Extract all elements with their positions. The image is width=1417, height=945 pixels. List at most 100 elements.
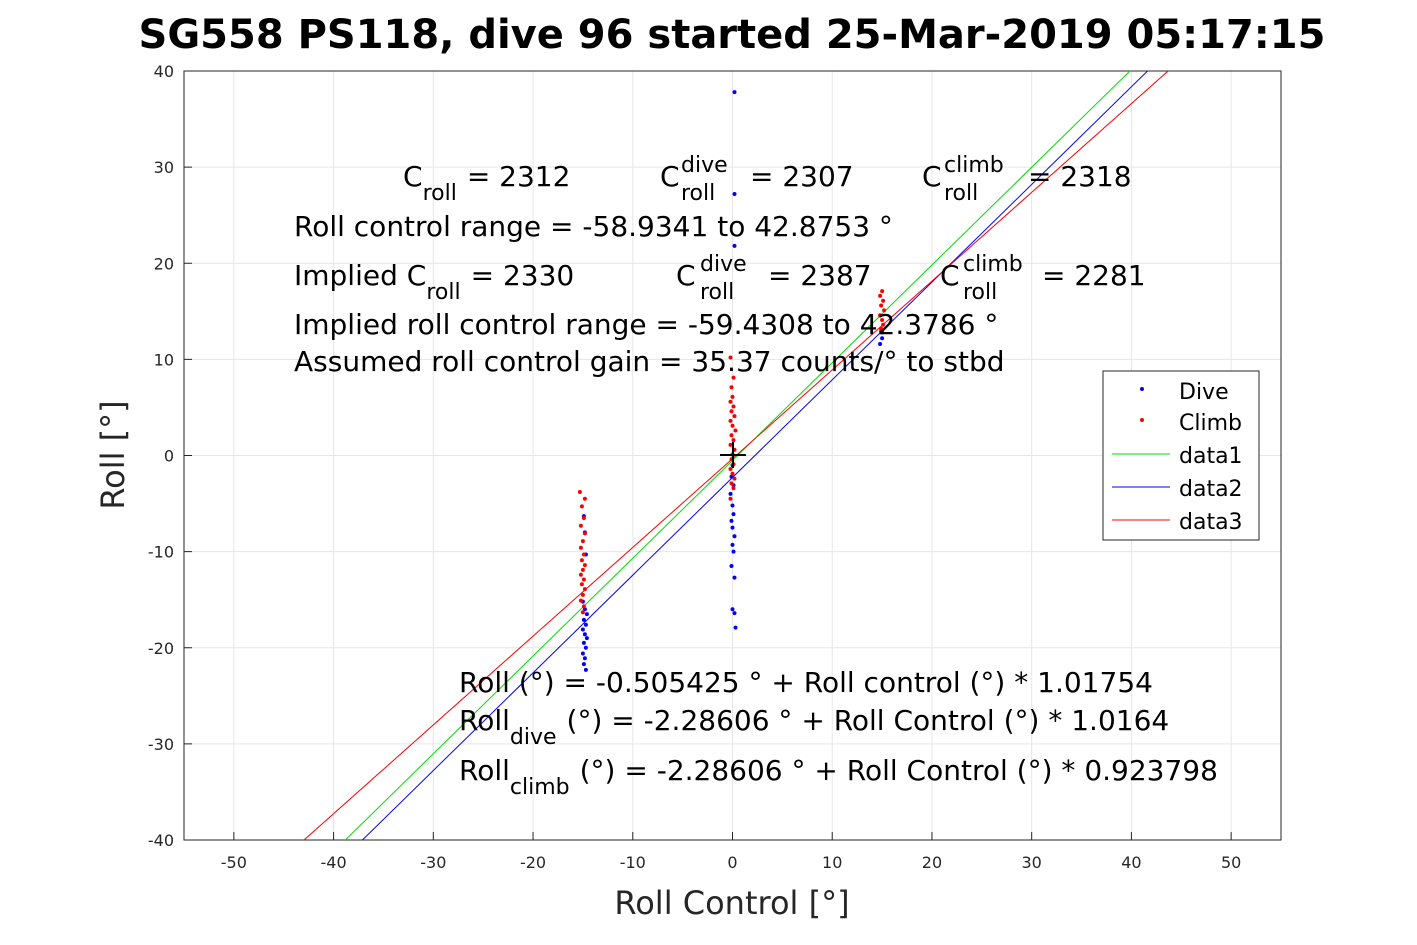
point-dive <box>880 336 885 341</box>
annotation-c-roll-climb-sub: roll <box>944 181 978 206</box>
point-climb <box>731 486 736 491</box>
point-climb <box>581 604 586 609</box>
x-tick-label: -50 <box>221 853 247 872</box>
y-tick-label: -10 <box>148 543 174 562</box>
point-dive <box>582 632 587 637</box>
annotation-implied-c-climb-sub: roll <box>963 280 997 305</box>
point-climb <box>879 303 884 308</box>
point-climb <box>577 490 582 494</box>
point-climb <box>733 428 738 433</box>
legend-label-data2: data2 <box>1179 477 1243 502</box>
point-climb <box>729 409 734 414</box>
annotation-implied-c-climb-value: = 2281 <box>1042 259 1146 292</box>
point-climb <box>732 414 737 419</box>
point-climb <box>881 298 886 303</box>
point-dive <box>582 656 587 661</box>
point-climb <box>728 467 733 471</box>
x-tick-label: -40 <box>321 853 347 872</box>
annotation-c-roll: Croll= 2312 <box>403 160 570 206</box>
annotation-implied-c-roll: Implied Croll= 2330 <box>294 259 574 305</box>
point-climb <box>579 504 584 509</box>
point-climb <box>582 531 587 536</box>
x-tick-label: 20 <box>922 853 942 872</box>
x-tick-label: 50 <box>1221 853 1241 872</box>
point-climb <box>581 552 586 557</box>
point-climb <box>578 523 583 528</box>
point-climb <box>882 308 887 313</box>
annotation-c-roll-dive-sub: roll <box>681 181 715 206</box>
y-tick-label: 30 <box>154 158 174 177</box>
annotation-c-roll-dive-value: = 2307 <box>750 160 854 193</box>
y-axis-label: Roll [°] <box>94 400 132 509</box>
annotation-implied-c-climb: C <box>940 259 960 292</box>
point-climb <box>728 496 733 501</box>
point-climb <box>581 516 586 520</box>
annotation-fit-all: Roll (°) = -0.505425 ° + Roll control (°… <box>459 666 1153 699</box>
y-tick-label: 40 <box>154 62 174 81</box>
point-climb <box>732 476 737 481</box>
point-climb <box>731 438 736 443</box>
point-dive <box>584 636 589 641</box>
legend-box <box>1102 370 1260 541</box>
annotation-implied-c-climb-sup: climb <box>963 252 1023 277</box>
point-climb <box>729 385 734 390</box>
point-climb <box>582 587 587 592</box>
series-line-data3 <box>303 71 1169 840</box>
point-dive <box>730 503 735 508</box>
point-climb <box>579 582 584 587</box>
point-climb <box>728 355 733 360</box>
x-tick-label: 40 <box>1121 853 1141 872</box>
point-climb <box>730 471 735 476</box>
annotation-roll-control-range: Roll control range = -58.9341 to 42.8753… <box>294 210 893 243</box>
point-dive <box>581 640 586 645</box>
point-climb <box>729 433 734 438</box>
annotation-fit-climb: Rollclimb(°) = -2.28606 ° + Roll Control… <box>459 754 1218 800</box>
point-dive <box>732 611 737 616</box>
point-climb <box>730 423 735 428</box>
point-dive <box>732 534 737 539</box>
annotation-implied-c-dive-sub: roll <box>700 280 734 305</box>
legend-marker-climb <box>1140 418 1144 422</box>
x-tick-label: 0 <box>727 853 737 872</box>
y-tick-label: -20 <box>148 639 174 658</box>
x-tick-label: -20 <box>520 853 546 872</box>
x-axis-ticks: -50 -40 -30 -20 -10 0 10 20 30 40 50 <box>221 832 1241 872</box>
point-dive <box>733 625 738 630</box>
annotations: Croll= 2312 C dive roll = 2307 C climb r… <box>294 153 1218 800</box>
point-climb <box>580 610 585 615</box>
y-axis-ticks: -40 -30 -20 -10 0 10 20 30 40 <box>148 62 192 850</box>
fit-lines <box>303 71 1169 840</box>
point-climb <box>578 598 583 603</box>
legend-label-dive: Dive <box>1179 380 1229 405</box>
point-dive <box>732 90 737 95</box>
point-dive <box>731 549 736 554</box>
point-dive <box>730 607 735 612</box>
point-dive <box>878 342 883 346</box>
annotation-implied-range: Implied roll control range = -59.4308 to… <box>294 308 998 341</box>
series-line-data1 <box>344 71 1131 840</box>
annotation-fit-dive: Rolldive(°) = -2.28606 ° + Roll Control … <box>459 704 1169 750</box>
y-tick-label: 10 <box>154 350 174 369</box>
point-climb <box>582 563 587 568</box>
point-dive <box>581 617 586 622</box>
point-dive <box>730 525 735 530</box>
x-axis-label: Roll Control [°] <box>614 884 849 922</box>
point-dive <box>729 518 734 523</box>
point-climb <box>728 442 733 447</box>
x-tick-label: 30 <box>1022 853 1042 872</box>
annotation-implied-c-dive-value: = 2387 <box>768 259 872 292</box>
legend: Dive Climb data1 data2 data3 <box>1102 370 1260 541</box>
point-dive <box>583 622 588 627</box>
point-climb <box>580 567 585 572</box>
annotation-c-roll-dive-sup: dive <box>681 153 728 178</box>
point-dive <box>732 243 737 248</box>
point-climb <box>881 322 886 327</box>
x-tick-label: -30 <box>420 853 446 872</box>
point-climb <box>728 399 733 404</box>
annotation-c-roll-climb-sup: climb <box>944 153 1004 178</box>
y-tick-label: -40 <box>148 831 174 850</box>
point-dive <box>731 512 736 517</box>
point-climb <box>878 293 883 298</box>
annotation-c-roll-climb-value: = 2318 <box>1028 160 1132 193</box>
